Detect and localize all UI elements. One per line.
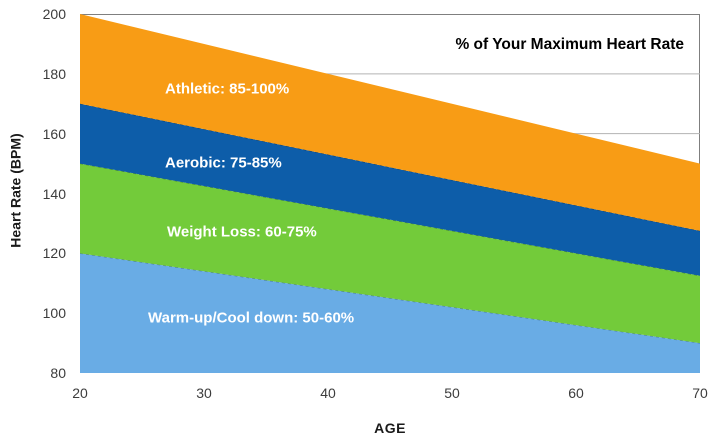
- plot-area: % of Your Maximum Heart Rate Warm-up/Coo…: [80, 14, 700, 373]
- x-tick-label: 70: [692, 385, 708, 401]
- y-tick-label: 80: [50, 365, 66, 381]
- chart-annotation: % of Your Maximum Heart Rate: [455, 36, 684, 53]
- x-tick-label: 60: [568, 385, 584, 401]
- band-weight-loss: [80, 163, 700, 344]
- band-label-athletic: Athletic: 85-100%: [165, 80, 290, 98]
- band-label-warm-up-cool-down: Warm-up/Cool down: 50-60%: [148, 309, 355, 327]
- x-tick-label: 20: [72, 385, 88, 401]
- x-tick-label: 30: [196, 385, 212, 401]
- area-chart-canvas: [80, 14, 700, 373]
- x-tick-label: 50: [444, 385, 460, 401]
- x-axis-title: AGE: [374, 420, 406, 436]
- y-tick-label: 200: [42, 6, 66, 22]
- band-warm-up-cool-down: [80, 253, 700, 373]
- y-tick-label: 120: [42, 245, 66, 262]
- y-tick-label: 160: [42, 125, 66, 142]
- band-aerobic: [80, 103, 700, 276]
- y-tick-label: 140: [42, 185, 66, 202]
- x-tick-label: 40: [320, 385, 336, 401]
- band-athletic: [80, 14, 700, 231]
- y-tick-label: 100: [42, 305, 66, 322]
- band-label-weight-loss: Weight Loss: 60-75%: [167, 223, 317, 241]
- band-label-aerobic: Aerobic: 75-85%: [165, 154, 282, 172]
- y-tick-label: 180: [42, 65, 66, 82]
